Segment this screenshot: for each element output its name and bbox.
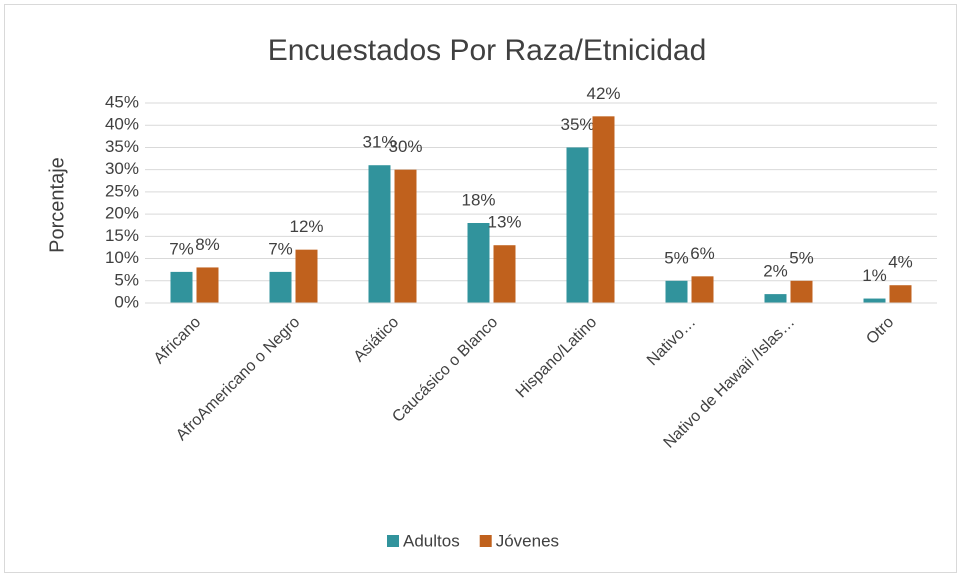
data-label: 18% [461, 190, 495, 209]
chart-title: Encuestados Por Raza/Etnicidad [268, 34, 707, 67]
y-tick-label: 30% [105, 159, 139, 178]
data-label: 7% [169, 239, 194, 258]
y-tick-label: 0% [114, 292, 139, 311]
y-tick-label: 10% [105, 248, 139, 267]
data-label: 2% [763, 262, 788, 281]
y-tick-label: 5% [114, 270, 139, 289]
data-label: 30% [388, 137, 422, 156]
bar [889, 285, 912, 303]
data-label: 1% [862, 266, 887, 285]
y-tick-label: 15% [105, 226, 139, 245]
y-tick-label: 20% [105, 204, 139, 223]
data-label: 42% [586, 84, 620, 103]
data-label: 6% [690, 244, 715, 263]
bar [368, 165, 391, 303]
data-label: 4% [888, 253, 913, 272]
legend-swatch [479, 535, 492, 547]
data-label: 5% [664, 248, 689, 267]
legend-label: Jóvenes [496, 531, 559, 550]
y-tick-label: 45% [105, 92, 139, 111]
data-label: 5% [789, 248, 814, 267]
data-label: 12% [289, 217, 323, 236]
y-axis-label: Porcentaje [46, 157, 68, 253]
bar [863, 298, 886, 303]
bar [493, 245, 516, 303]
bar [764, 294, 787, 303]
data-label: 7% [268, 239, 293, 258]
y-tick-label: 25% [105, 181, 139, 200]
data-label: 8% [195, 235, 220, 254]
bar [592, 116, 615, 303]
data-label: 35% [560, 115, 594, 134]
data-label: 31% [362, 133, 396, 152]
y-tick-label: 40% [105, 115, 139, 134]
bar [269, 271, 292, 303]
bar [170, 271, 193, 303]
bar [467, 223, 490, 303]
bar [566, 147, 589, 303]
bar [196, 267, 219, 303]
y-tick-label: 35% [105, 137, 139, 156]
legend-label: Adultos [403, 531, 460, 550]
bar [790, 280, 813, 303]
bar [394, 169, 417, 303]
bar [691, 276, 714, 303]
legend-swatch [387, 535, 399, 547]
bar [665, 280, 688, 303]
data-label: 13% [487, 213, 521, 232]
bar [295, 249, 318, 303]
